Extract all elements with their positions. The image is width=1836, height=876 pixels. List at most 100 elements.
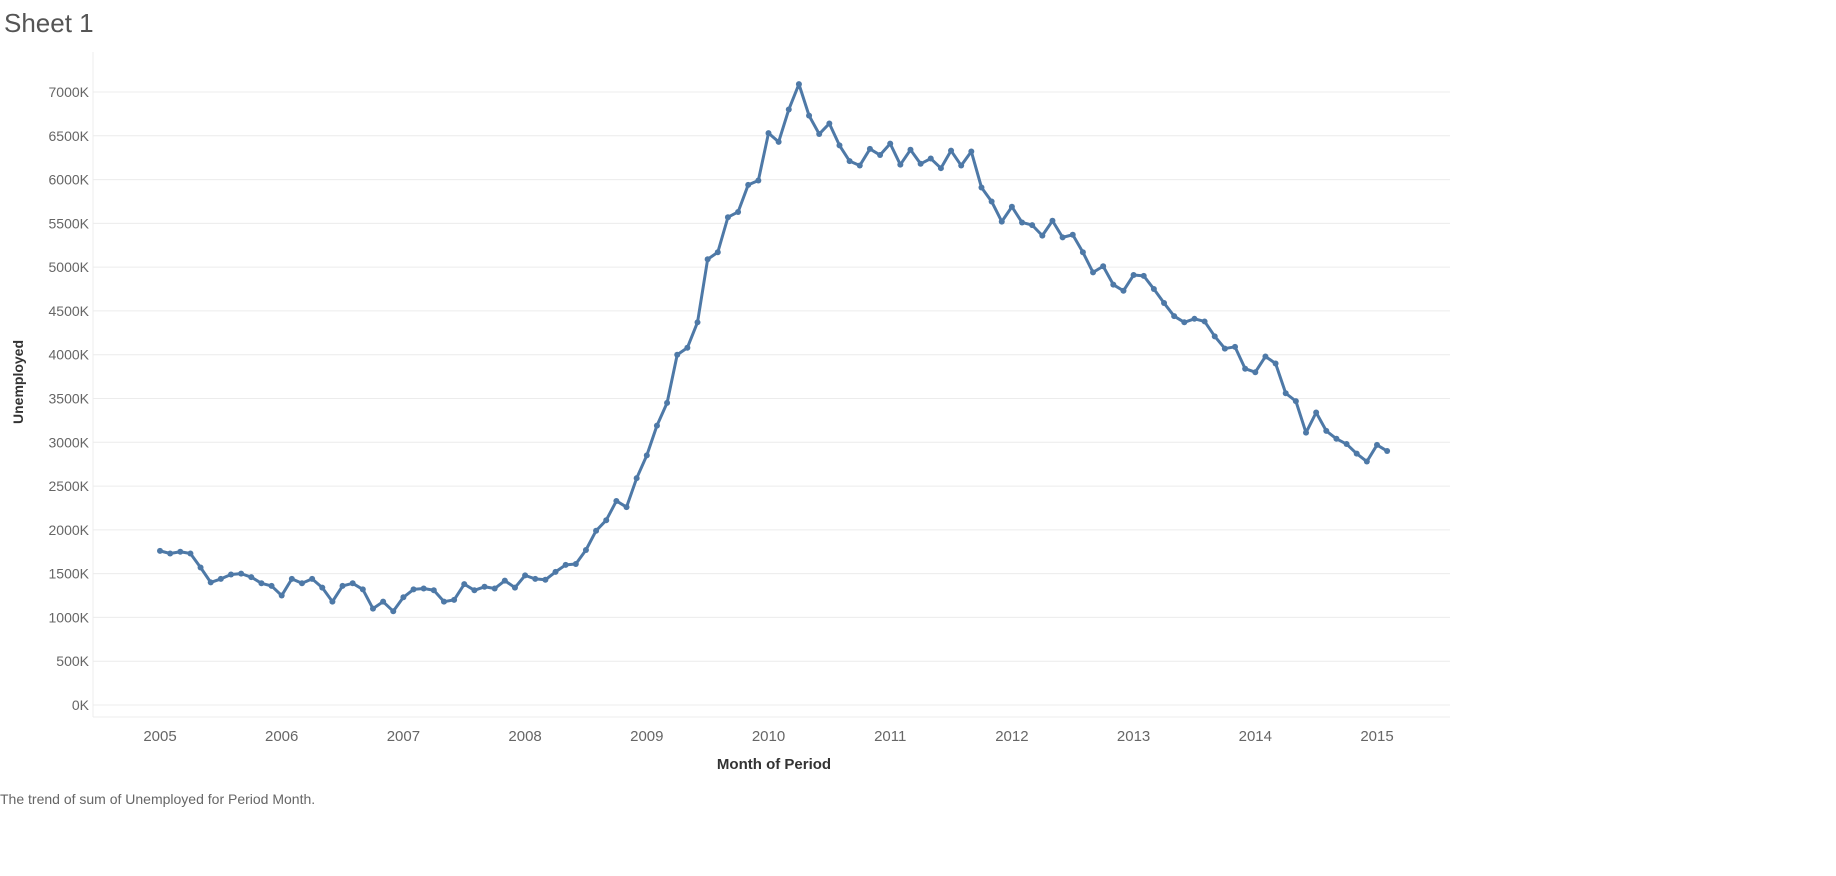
x-tick-label: 2014 xyxy=(1239,728,1272,745)
data-point xyxy=(1191,315,1198,322)
x-tick-label: 2009 xyxy=(630,728,663,745)
data-point xyxy=(522,572,529,579)
data-point xyxy=(1029,222,1036,229)
data-point xyxy=(714,249,721,256)
series-unemployed xyxy=(158,82,1389,613)
data-point xyxy=(207,579,214,586)
data-point xyxy=(542,576,549,583)
x-tick-label: 2013 xyxy=(1117,728,1150,745)
y-tick-label: 6500K xyxy=(49,128,90,144)
data-point xyxy=(319,584,326,591)
x-axis-title: Month of Period xyxy=(717,756,831,773)
data-point xyxy=(948,147,955,154)
data-point xyxy=(1181,319,1188,326)
data-point xyxy=(755,177,762,184)
data-point xyxy=(1242,365,1249,372)
data-point xyxy=(887,140,894,147)
sheet-title: Sheet 1 xyxy=(4,8,94,38)
data-point xyxy=(1282,390,1289,397)
data-point xyxy=(167,550,174,557)
data-point xyxy=(440,598,447,605)
data-point xyxy=(532,575,539,582)
data-point xyxy=(572,561,579,568)
x-tick-label: 2007 xyxy=(387,728,420,745)
data-point xyxy=(227,571,234,578)
data-point xyxy=(907,146,914,153)
data-point xyxy=(1201,318,1208,325)
data-point xyxy=(1150,286,1157,293)
data-point xyxy=(562,561,569,568)
data-point xyxy=(451,596,458,603)
data-point xyxy=(1110,281,1117,288)
data-point xyxy=(694,319,701,326)
data-point xyxy=(157,547,163,554)
data-point xyxy=(745,181,752,188)
data-point xyxy=(197,564,204,571)
data-point xyxy=(420,585,427,592)
data-point xyxy=(400,594,407,601)
data-point xyxy=(288,575,295,582)
y-tick-label: 0K xyxy=(72,697,90,713)
data-point xyxy=(1363,458,1370,465)
data-point xyxy=(1039,232,1046,239)
data-point xyxy=(603,517,610,524)
y-tick-label: 4000K xyxy=(49,347,90,363)
data-point xyxy=(724,214,731,221)
y-tick-label: 1000K xyxy=(49,609,90,625)
y-tick-label: 4500K xyxy=(49,303,90,319)
data-point xyxy=(795,81,802,88)
data-point xyxy=(978,184,985,191)
data-point xyxy=(248,574,255,581)
data-point xyxy=(897,161,904,168)
y-tick-label: 3000K xyxy=(49,434,90,450)
data-point xyxy=(816,131,823,138)
data-point xyxy=(359,586,366,593)
data-point xyxy=(836,142,843,149)
data-point xyxy=(927,155,934,162)
y-axis-title: Unemployed xyxy=(10,340,26,424)
data-point xyxy=(735,208,742,215)
chart-caption: The trend of sum of Unemployed for Perio… xyxy=(0,791,316,807)
x-tick-label: 2010 xyxy=(752,728,785,745)
data-point xyxy=(826,120,833,127)
data-point xyxy=(552,568,559,575)
data-point xyxy=(1120,287,1127,294)
data-point xyxy=(177,548,184,555)
data-points xyxy=(157,81,1391,615)
data-point xyxy=(430,587,437,594)
data-point xyxy=(217,575,224,582)
axes xyxy=(92,52,1450,718)
data-point xyxy=(1161,300,1168,307)
data-point xyxy=(1090,269,1097,276)
data-point xyxy=(917,160,924,167)
data-point xyxy=(349,580,356,587)
data-point xyxy=(369,605,376,612)
data-point xyxy=(1049,217,1056,224)
gridlines xyxy=(93,91,1450,706)
data-point xyxy=(1130,272,1137,279)
data-point xyxy=(491,585,498,592)
data-point xyxy=(1232,343,1239,350)
data-point xyxy=(511,584,518,591)
data-point xyxy=(1272,360,1279,367)
data-point xyxy=(1211,333,1218,340)
data-point xyxy=(846,158,853,165)
y-tick-label: 500K xyxy=(56,653,89,669)
series-line xyxy=(158,82,1389,613)
data-point xyxy=(937,165,944,172)
data-point xyxy=(339,582,346,589)
y-tick-label: 1500K xyxy=(49,566,90,582)
data-point xyxy=(1252,369,1259,376)
data-point xyxy=(380,598,387,605)
data-point xyxy=(1069,231,1076,238)
x-tick-label: 2008 xyxy=(508,728,541,745)
data-point xyxy=(968,148,975,155)
data-point xyxy=(1221,345,1228,352)
data-point xyxy=(238,570,245,577)
x-tick-label: 2006 xyxy=(265,728,298,745)
data-point xyxy=(1374,441,1380,448)
data-point xyxy=(410,586,417,593)
y-tick-label: 5500K xyxy=(49,215,90,231)
data-point xyxy=(613,497,620,504)
